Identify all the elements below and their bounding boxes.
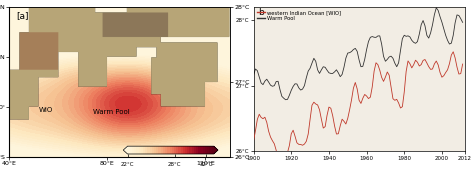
PathPatch shape <box>214 146 218 154</box>
Text: [a]: [a] <box>16 11 28 21</box>
Legend: western Indian Ocean [WIO], Warm Pool: western Indian Ocean [WIO], Warm Pool <box>256 10 341 22</box>
Text: WIO: WIO <box>39 107 53 113</box>
PathPatch shape <box>123 146 128 154</box>
Text: b: b <box>258 8 264 17</box>
Text: Warm Pool: Warm Pool <box>93 109 129 115</box>
